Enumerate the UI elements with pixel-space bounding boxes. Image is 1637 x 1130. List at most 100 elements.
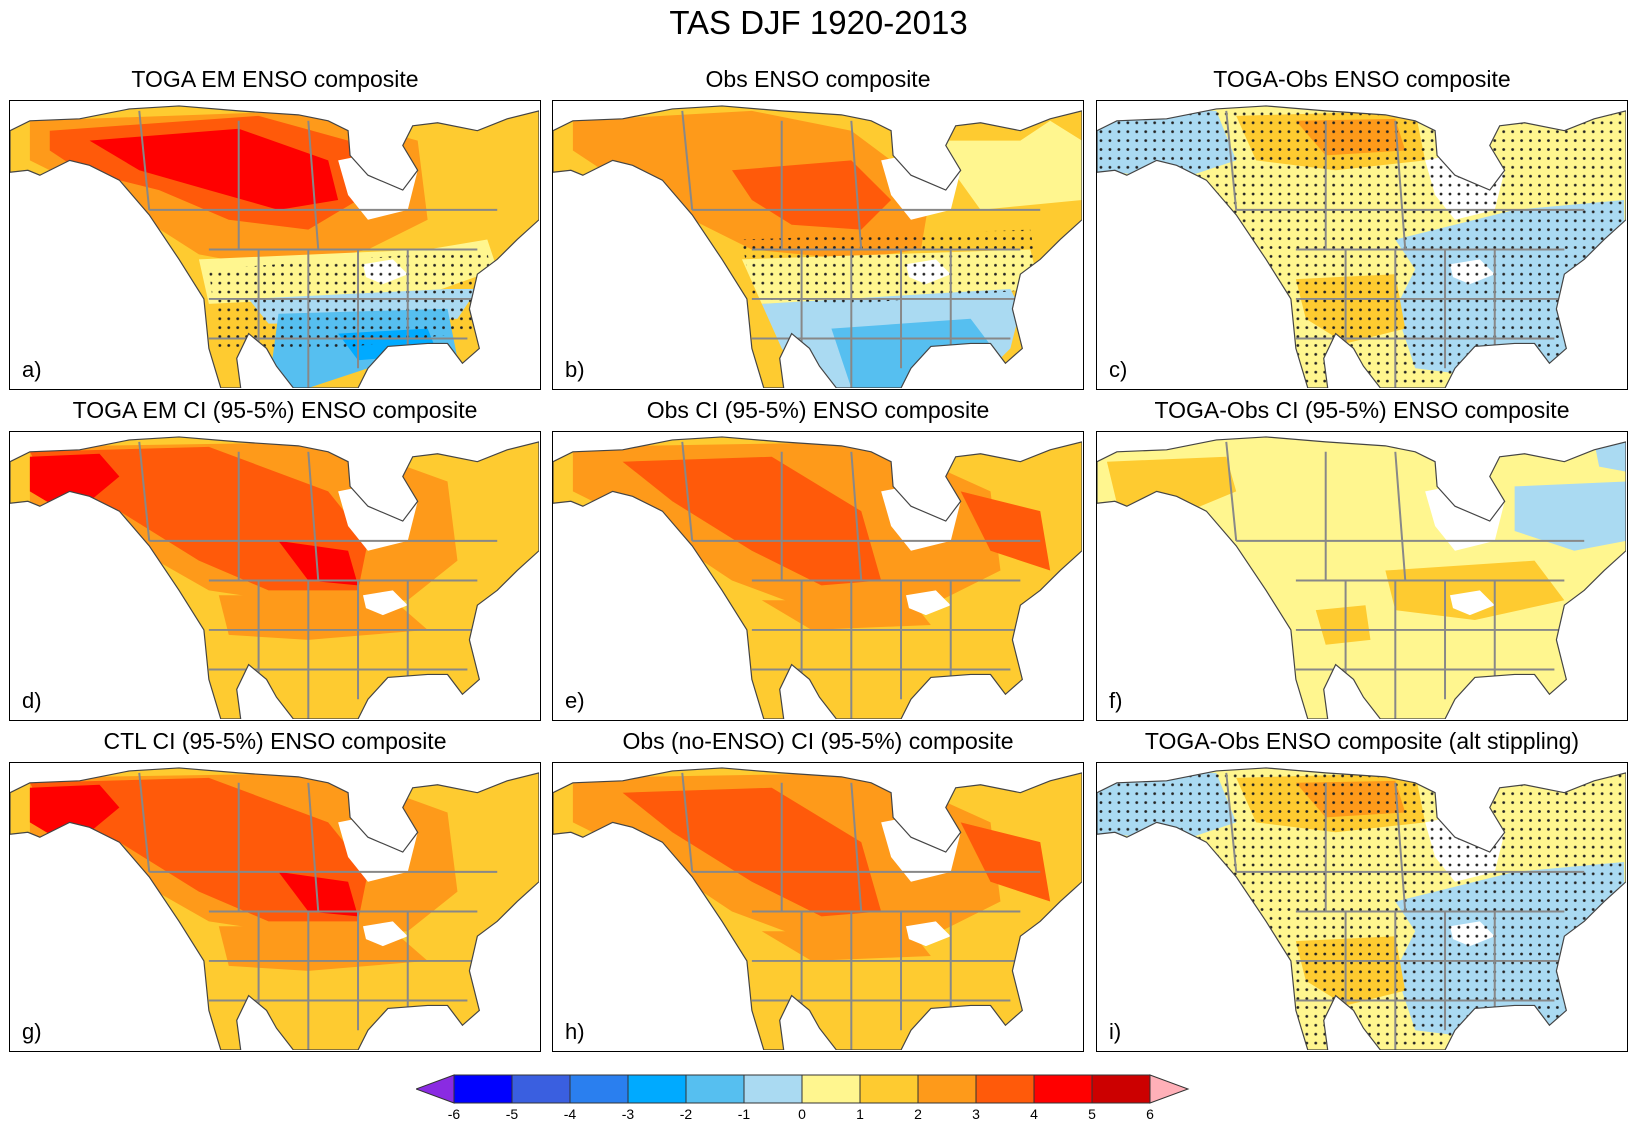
colorbar-segment [685,1074,745,1104]
coastline [1097,105,1626,388]
boundaries [1225,772,1585,1050]
anomaly-region [29,777,368,922]
map-frame: a) [9,100,541,390]
temperature-field [553,767,1082,1050]
colorbar-segment [453,1074,513,1104]
colorbar-right-arrow [1149,1074,1190,1104]
temperature-field [553,105,1082,388]
panel-letter: e) [565,688,585,713]
temperature-field [553,436,1082,719]
boundaries [1225,110,1585,388]
colorbar-segment [569,1074,629,1104]
map-panel: Obs ENSO composite b) [552,66,1084,390]
colorbar-segment [975,1074,1035,1104]
anomaly-region [960,822,1051,902]
map-frame: h) [552,762,1084,1052]
north-america-map [10,767,539,1050]
north-america-map [553,105,1082,388]
colorbar-segment [1033,1074,1093,1104]
panel-letter: i) [1109,1019,1122,1044]
colorbar-left-arrow [416,1074,455,1104]
figure-title: TAS DJF 1920-2013 [669,4,968,41]
map-panel: TOGA EM ENSO composite a) [9,66,541,390]
anomaly-region [278,871,359,917]
colorbar-tick-label: 5 [1088,1106,1096,1122]
panel-title: TOGA-Obs ENSO composite [1213,66,1511,92]
boundaries [681,441,1041,719]
colorbar-segment [627,1074,687,1104]
temperature-field [1097,436,1626,719]
panel-title: Obs ENSO composite [705,66,931,92]
panel-letter: d) [22,688,42,713]
map-panel: TOGA-Obs ENSO composite (alt stippling) i… [1096,728,1628,1052]
map-panel: TOGA-Obs ENSO composite c) [1096,66,1628,390]
great-lakes [1449,590,1495,616]
boundaries [681,110,1041,388]
significance-stippling [741,229,1041,304]
temperature-field [10,436,539,719]
temperature-field [1097,105,1626,388]
coastline [10,105,539,388]
panel-title: Obs (no-ENSO) CI (95-5%) composite [622,728,1014,754]
anomaly-region [731,160,892,230]
colorbar-segment [859,1074,919,1104]
colorbar-tick-label: -4 [563,1106,577,1122]
panel-letter: f) [1109,688,1123,713]
colorbar-segment [1091,1074,1151,1104]
anomaly-region [761,600,931,630]
panel-letter: b) [565,357,585,382]
boundaries [1225,441,1585,719]
map-panel: Obs CI (95-5%) ENSO composite e) [552,397,1084,721]
colorbar [416,1074,1190,1104]
anomaly-region [831,318,1001,388]
coastline [1097,436,1626,719]
colorbar-tick-label: -3 [621,1106,635,1122]
anomaly-region [29,784,120,835]
panel-title: TOGA EM CI (95-5%) ENSO composite [72,397,478,423]
coastline [10,767,539,1050]
colorbar-tick-label: 0 [798,1106,806,1122]
colorbar-segment [511,1074,571,1104]
map-frame: d) [9,431,541,721]
coastline [1097,767,1626,1050]
coastline [553,436,1082,719]
colorbar-tick-label: 6 [1146,1106,1154,1122]
north-america-map [10,436,539,719]
anomaly-region [89,128,339,210]
great-lakes [362,590,408,616]
colorbar-tick-label: 1 [856,1106,864,1122]
boundaries [681,772,1041,1050]
panel-letter: a) [22,357,42,382]
temperature-field [10,105,539,388]
colorbar-segment [917,1074,977,1104]
colorbar-tick-label: 3 [972,1106,980,1122]
boundaries [138,110,498,388]
anomaly-region [278,540,359,586]
map-panel: CTL CI (95-5%) ENSO composite g) [9,728,541,1052]
colorbar-tick-label: -2 [679,1106,693,1122]
anomaly-region [960,491,1051,571]
panel-title: TOGA-Obs CI (95-5%) ENSO composite [1154,397,1570,423]
coastline [553,767,1082,1050]
colorbar-tick-label: 2 [914,1106,922,1122]
map-panel: Obs (no-ENSO) CI (95-5%) composite h) [552,728,1084,1052]
great-lakes [905,590,951,616]
panel-title: Obs CI (95-5%) ENSO composite [646,397,990,423]
panel-title: CTL CI (95-5%) ENSO composite [103,728,447,754]
map-frame: e) [552,431,1084,721]
anomaly-region [1385,560,1565,621]
colorbar-tick-label: 4 [1030,1106,1038,1122]
significance-stippling [1097,767,1626,1050]
coastline [553,105,1082,388]
anomaly-region [1514,481,1626,551]
colorbar-tick-label: -1 [737,1106,751,1122]
panel-letter: g) [22,1019,42,1044]
significance-stippling [1097,105,1626,388]
temperature-field [1097,767,1626,1050]
anomaly-region [29,446,368,591]
temperature-field [10,767,539,1050]
panel-letter: c) [1109,357,1128,382]
boundaries [138,772,498,1050]
map-frame: b) [552,100,1084,390]
great-lakes [905,921,951,947]
